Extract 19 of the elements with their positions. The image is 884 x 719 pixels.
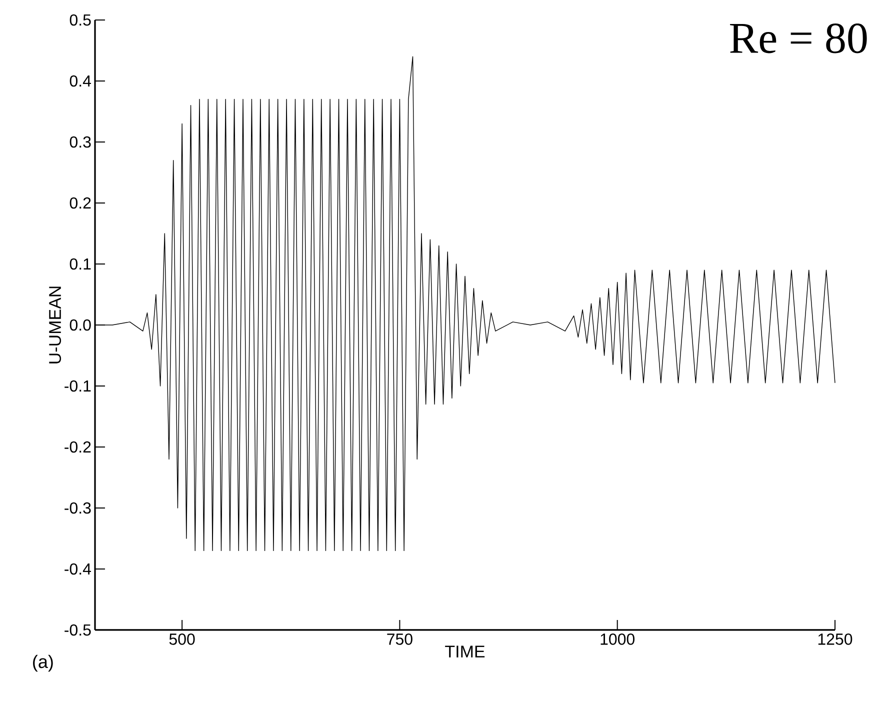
y-tick-label: -0.1	[64, 380, 91, 392]
y-tick-label: 0.1	[70, 258, 91, 270]
x-axis-title: TIME	[445, 646, 485, 658]
y-tick-label: -0.3	[64, 502, 91, 514]
y-tick-label: -0.2	[64, 441, 91, 453]
y-axis-title: U-UMEAN	[49, 286, 62, 364]
y-tick-label: 0.4	[70, 75, 91, 87]
annotation: Re = 80	[730, 24, 867, 54]
x-tick-label: 500	[169, 634, 195, 645]
x-tick-label: 1250	[818, 634, 852, 645]
x-tick-label: 750	[387, 634, 412, 645]
y-tick-label: 0.5	[70, 14, 91, 26]
text: (a)	[33, 654, 53, 672]
y-tick-label: -0.4	[64, 563, 91, 575]
x-tick-label: 1000	[600, 634, 635, 645]
y-tick-label: 0.0	[70, 319, 91, 331]
y-tick-label: 0.2	[70, 197, 91, 209]
y-tick-label: -0.5	[64, 624, 91, 636]
y-tick-label: 0.3	[70, 136, 91, 148]
